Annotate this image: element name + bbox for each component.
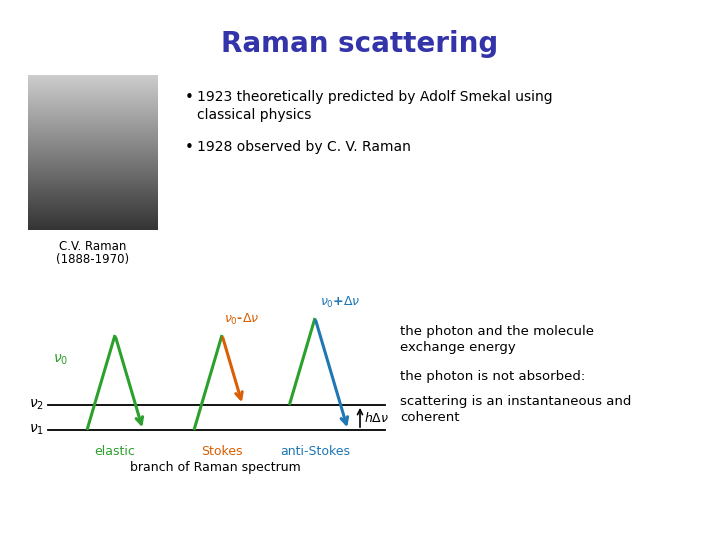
Text: $\nu_0$+$\Delta\nu$: $\nu_0$+$\Delta\nu$ bbox=[320, 295, 361, 310]
Text: the photon is not absorbed:: the photon is not absorbed: bbox=[400, 370, 585, 383]
Text: $\nu_0$-$\Delta\nu$: $\nu_0$-$\Delta\nu$ bbox=[224, 312, 259, 327]
Text: Raman scattering: Raman scattering bbox=[221, 30, 499, 58]
Text: scattering is an instantaneous and: scattering is an instantaneous and bbox=[400, 395, 631, 408]
Text: classical physics: classical physics bbox=[197, 108, 311, 122]
Bar bbox=[28, 75, 158, 230]
Text: coherent: coherent bbox=[400, 411, 459, 424]
Text: elastic: elastic bbox=[94, 445, 135, 458]
Text: •: • bbox=[185, 90, 194, 105]
Text: anti-Stokes: anti-Stokes bbox=[280, 445, 350, 458]
Text: 1928 observed by C. V. Raman: 1928 observed by C. V. Raman bbox=[197, 140, 411, 154]
Text: $\nu_1$: $\nu_1$ bbox=[29, 423, 44, 437]
Text: C.V. Raman: C.V. Raman bbox=[59, 240, 127, 253]
Text: 1923 theoretically predicted by Adolf Smekal using: 1923 theoretically predicted by Adolf Sm… bbox=[197, 90, 553, 104]
Text: $h\Delta\nu$: $h\Delta\nu$ bbox=[364, 410, 389, 424]
Text: •: • bbox=[185, 140, 194, 155]
Text: branch of Raman spectrum: branch of Raman spectrum bbox=[130, 461, 300, 474]
Text: Stokes: Stokes bbox=[202, 445, 243, 458]
Text: (1888-1970): (1888-1970) bbox=[56, 253, 130, 266]
Text: exchange energy: exchange energy bbox=[400, 341, 516, 354]
Text: $\nu_0$: $\nu_0$ bbox=[53, 353, 68, 367]
Text: the photon and the molecule: the photon and the molecule bbox=[400, 325, 594, 338]
Text: $\nu_2$: $\nu_2$ bbox=[29, 398, 44, 412]
